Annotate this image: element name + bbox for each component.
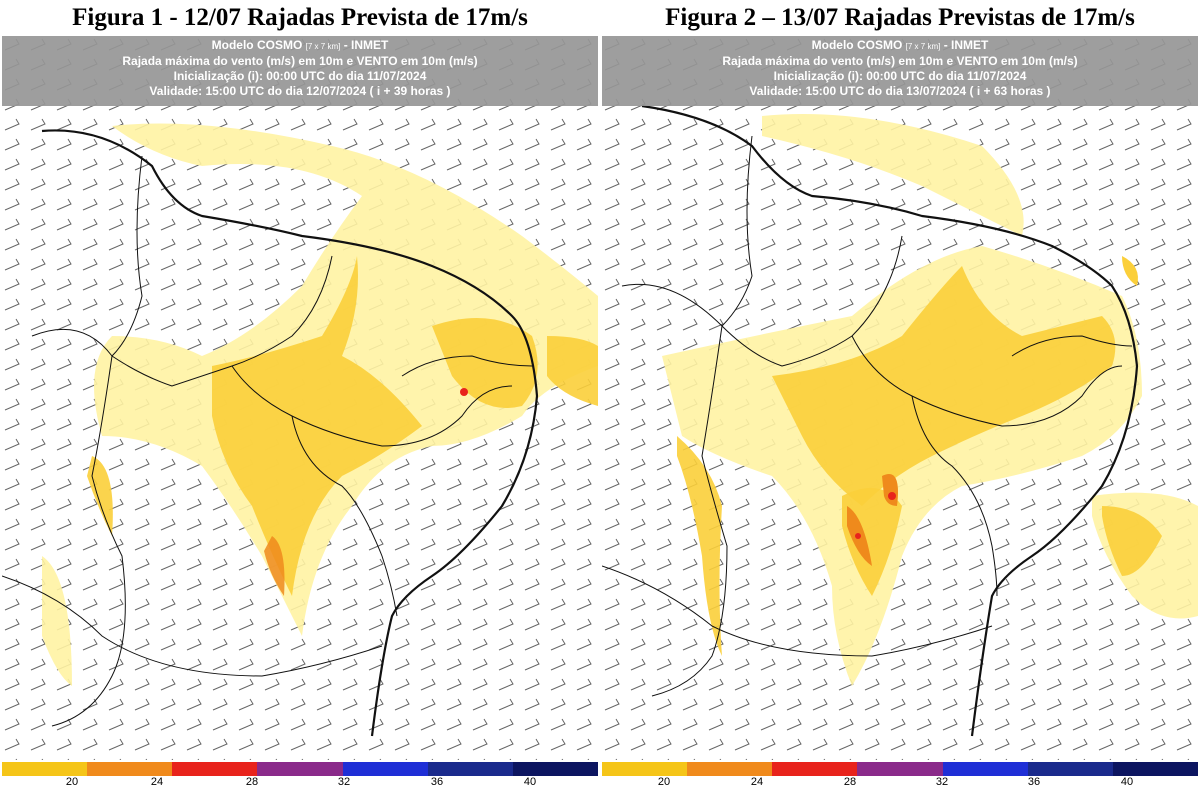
colorbar-label: 28	[245, 776, 259, 788]
colorbar-segment	[172, 762, 258, 776]
colorbar-labels: 20 24 28 32 36 40	[2, 776, 598, 792]
valid-label: Validade: 15:00 UTC do dia 13/07/2024 ( …	[749, 84, 1051, 98]
colorbar-segment	[342, 762, 428, 776]
colorbar-label: 40	[1120, 776, 1134, 788]
model-resolution: [7 x 7 km]	[905, 42, 941, 51]
figure-title: Figura 1 - 12/07 Rajadas Prevista de 17m…	[72, 4, 528, 31]
forecast-map: Modelo COSMO [7 x 7 km] - INMET Rajada m…	[602, 36, 1198, 760]
colorbar-segment	[772, 762, 858, 776]
colorbar-segment	[87, 762, 173, 776]
map-header: Modelo COSMO [7 x 7 km] - INMET Rajada m…	[602, 36, 1198, 106]
variable-label: Rajada máxima do vento (m/s) em 10m e VE…	[722, 54, 1078, 68]
colorbar-segment	[687, 762, 773, 776]
init-label: Inicialização (i): 00:00 UTC do dia 11/0…	[773, 69, 1027, 83]
colorbar-label: 24	[750, 776, 764, 788]
colorbar-segment	[1112, 762, 1198, 776]
colorbar-label: 36	[430, 776, 444, 788]
colorbar-segment	[857, 762, 943, 776]
colorbar-label: 24	[150, 776, 164, 788]
map-canvas	[2, 36, 598, 760]
figure-title: Figura 2 – 13/07 Rajadas Previstas de 17…	[665, 4, 1135, 31]
colorbar-label: 32	[337, 776, 351, 788]
model-name: Modelo COSMO	[811, 38, 903, 52]
colorbar-segment	[427, 762, 513, 776]
colorbar-segment	[512, 762, 598, 776]
model-resolution: [7 x 7 km]	[305, 42, 341, 51]
colorbar-label: 40	[523, 776, 537, 788]
map-header: Modelo COSMO [7 x 7 km] - INMET Rajada m…	[2, 36, 598, 106]
colorbar-label: 32	[935, 776, 949, 788]
variable-label: Rajada máxima do vento (m/s) em 10m e VE…	[122, 54, 478, 68]
colorbar-segment	[257, 762, 343, 776]
init-label: Inicialização (i): 00:00 UTC do dia 11/0…	[173, 69, 427, 83]
colorbar-segment	[2, 762, 88, 776]
agency-name: - INMET	[943, 38, 989, 52]
figure-1: Figura 1 - 12/07 Rajadas Prevista de 17m…	[2, 0, 598, 800]
coastline-and-borders	[602, 104, 1139, 737]
forecast-map: Modelo COSMO [7 x 7 km] - INMET Rajada m…	[2, 36, 598, 760]
figure-2: Figura 2 – 13/07 Rajadas Previstas de 17…	[602, 0, 1198, 800]
colorbar-labels: 20 24 28 32 36 40	[602, 776, 1198, 792]
valid-label: Validade: 15:00 UTC do dia 12/07/2024 ( …	[149, 84, 451, 98]
agency-name: - INMET	[343, 38, 389, 52]
gust-shading	[662, 114, 1198, 686]
colorbar-segment	[1027, 762, 1113, 776]
map-canvas	[602, 36, 1198, 760]
colorbar-segment	[942, 762, 1028, 776]
colorbar	[2, 762, 598, 776]
gust-shading	[42, 123, 598, 686]
colorbar-label: 36	[1027, 776, 1041, 788]
colorbar-label: 20	[657, 776, 671, 788]
colorbar	[602, 762, 1198, 776]
colorbar-segment	[602, 762, 688, 776]
model-name: Modelo COSMO	[211, 38, 303, 52]
colorbar-label: 20	[65, 776, 79, 788]
coastline-and-borders	[2, 129, 539, 737]
colorbar-label: 28	[843, 776, 857, 788]
